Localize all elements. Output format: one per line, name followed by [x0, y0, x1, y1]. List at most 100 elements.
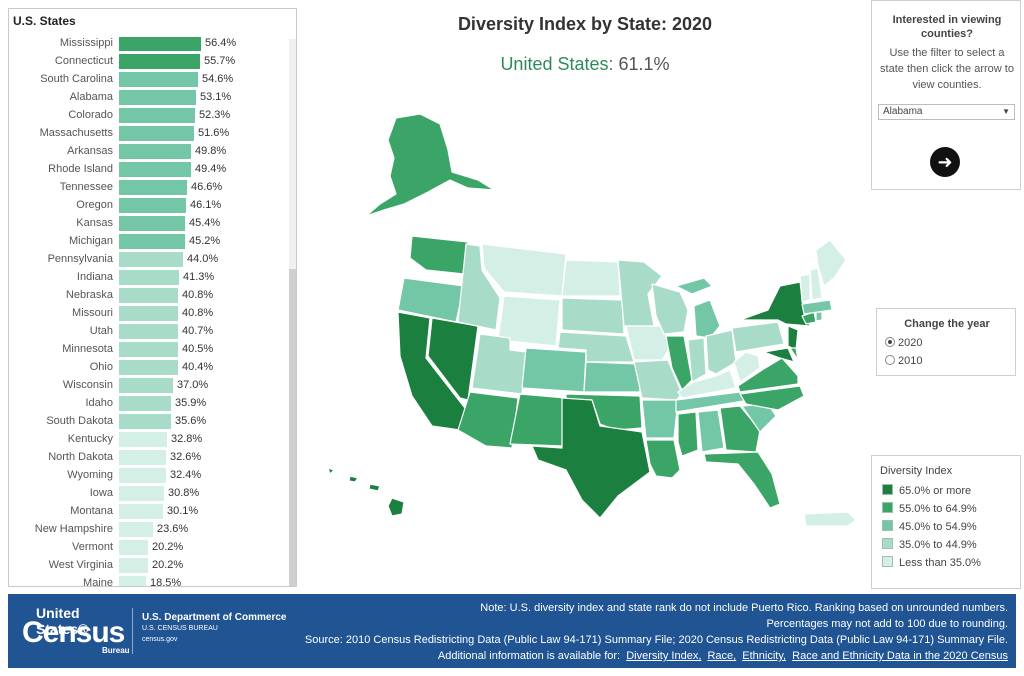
state-row[interactable]: Massachusetts 51.6% [9, 125, 289, 143]
state-row[interactable]: Kansas 45.4% [9, 215, 289, 233]
state-washington[interactable] [409, 235, 469, 275]
state-row[interactable]: Tennessee 46.6% [9, 179, 289, 197]
state-montana[interactable] [481, 243, 567, 297]
state-indiana[interactable] [687, 337, 707, 383]
state-georgia[interactable] [719, 405, 761, 453]
state-virginia[interactable] [737, 357, 799, 393]
state-bar[interactable] [119, 450, 166, 465]
state-bar[interactable] [119, 252, 183, 267]
state-bar[interactable] [119, 270, 179, 285]
state-idaho[interactable] [457, 243, 501, 331]
state-row[interactable]: Maine 18.5% [9, 575, 289, 586]
state-bar[interactable] [119, 36, 201, 51]
state-delaware[interactable] [789, 347, 799, 361]
state-bar[interactable] [119, 72, 198, 87]
state-bar[interactable] [119, 162, 191, 177]
state-arizona[interactable] [457, 391, 519, 449]
state-bar[interactable] [119, 378, 173, 393]
state-north-dakota[interactable] [561, 259, 621, 297]
state-row[interactable]: South Dakota 35.6% [9, 413, 289, 431]
state-row[interactable]: Colorado 52.3% [9, 107, 289, 125]
state-row[interactable]: Wyoming 32.4% [9, 467, 289, 485]
state-row[interactable]: Indiana 41.3% [9, 269, 289, 287]
state-row[interactable]: Kentucky 32.8% [9, 431, 289, 449]
state-ohio[interactable] [705, 329, 737, 375]
state-michigan[interactable] [675, 277, 721, 339]
state-bar[interactable] [119, 504, 163, 519]
state-florida[interactable] [703, 451, 781, 509]
state-new-mexico[interactable] [509, 393, 567, 447]
state-texas[interactable] [531, 397, 651, 519]
arrow-right-circle-icon[interactable]: ➜ [930, 147, 960, 177]
state-row[interactable]: North Dakota 32.6% [9, 449, 289, 467]
state-row[interactable]: Vermont 20.2% [9, 539, 289, 557]
us-map[interactable] [300, 100, 870, 570]
state-row[interactable]: Utah 40.7% [9, 323, 289, 341]
link-race-ethnicity-2020[interactable]: Race and Ethnicity Data in the 2020 Cens… [792, 650, 1008, 662]
state-select-dropdown[interactable]: Alabama ▼ [878, 104, 1015, 120]
state-alaska[interactable] [365, 113, 495, 217]
state-louisiana[interactable] [645, 439, 681, 479]
state-bar[interactable] [119, 486, 164, 501]
state-bar[interactable] [119, 522, 153, 537]
state-new-york[interactable] [739, 281, 811, 327]
state-illinois[interactable] [665, 335, 693, 391]
state-minnesota[interactable] [617, 259, 663, 327]
state-row[interactable]: Ohio 40.4% [9, 359, 289, 377]
year-radio-2020[interactable]: 2020 [885, 337, 922, 349]
state-maine[interactable] [815, 239, 847, 287]
state-bar[interactable] [119, 288, 178, 303]
state-colorado[interactable] [521, 347, 587, 393]
state-missouri[interactable] [633, 359, 683, 401]
state-arkansas[interactable] [641, 399, 679, 439]
state-wyoming[interactable] [497, 295, 561, 347]
state-bar[interactable] [119, 360, 178, 375]
state-pennsylvania[interactable] [731, 321, 785, 353]
state-row[interactable]: Missouri 40.8% [9, 305, 289, 323]
state-row[interactable]: Nebraska 40.8% [9, 287, 289, 305]
state-bar[interactable] [119, 540, 148, 555]
year-radio-2010[interactable]: 2010 [885, 355, 922, 367]
state-row[interactable]: Arkansas 49.8% [9, 143, 289, 161]
state-alabama[interactable] [697, 409, 725, 453]
state-kentucky[interactable] [677, 369, 737, 399]
state-new-hampshire[interactable] [809, 267, 823, 301]
state-row[interactable]: Michigan 45.2% [9, 233, 289, 251]
state-row[interactable]: Iowa 30.8% [9, 485, 289, 503]
state-bar[interactable] [119, 90, 196, 105]
state-south-dakota[interactable] [561, 297, 625, 335]
census-bureau-logo[interactable]: United States® Census Bureau [18, 602, 130, 660]
state-bar[interactable] [119, 468, 166, 483]
state-row[interactable]: New Hampshire 23.6% [9, 521, 289, 539]
state-kansas[interactable] [583, 361, 641, 393]
state-rhode-island[interactable] [815, 311, 823, 322]
state-bar[interactable] [119, 180, 187, 195]
state-bar[interactable] [119, 396, 171, 411]
state-bar[interactable] [119, 198, 186, 213]
state-bar[interactable] [119, 558, 148, 573]
state-bar[interactable] [119, 324, 178, 339]
link-diversity-index[interactable]: Diversity Index, [626, 650, 702, 662]
state-mississippi[interactable] [677, 411, 699, 457]
state-bar[interactable] [119, 126, 194, 141]
state-row[interactable]: Wisconsin 37.0% [9, 377, 289, 395]
state-bar[interactable] [119, 306, 178, 321]
state-bar[interactable] [119, 342, 178, 357]
state-utah[interactable] [471, 333, 527, 395]
state-bar[interactable] [119, 54, 200, 69]
state-row[interactable]: South Carolina 54.6% [9, 71, 289, 89]
state-massachusetts[interactable] [801, 299, 833, 315]
state-maryland[interactable] [763, 347, 795, 363]
state-iowa[interactable] [625, 325, 671, 361]
link-ethnicity[interactable]: Ethnicity, [742, 650, 787, 662]
scrollbar-thumb[interactable] [289, 269, 296, 586]
state-row[interactable]: Mississippi 56.4% [9, 35, 289, 53]
state-row[interactable]: Montana 30.1% [9, 503, 289, 521]
link-race[interactable]: Race, [707, 650, 737, 662]
state-row[interactable]: Connecticut 55.7% [9, 53, 289, 71]
census-gov-link[interactable]: census.gov [142, 636, 178, 643]
state-bar[interactable] [119, 414, 171, 429]
state-hawaii[interactable] [327, 467, 405, 517]
state-row[interactable]: Oregon 46.1% [9, 197, 289, 215]
state-row[interactable]: Minnesota 40.5% [9, 341, 289, 359]
